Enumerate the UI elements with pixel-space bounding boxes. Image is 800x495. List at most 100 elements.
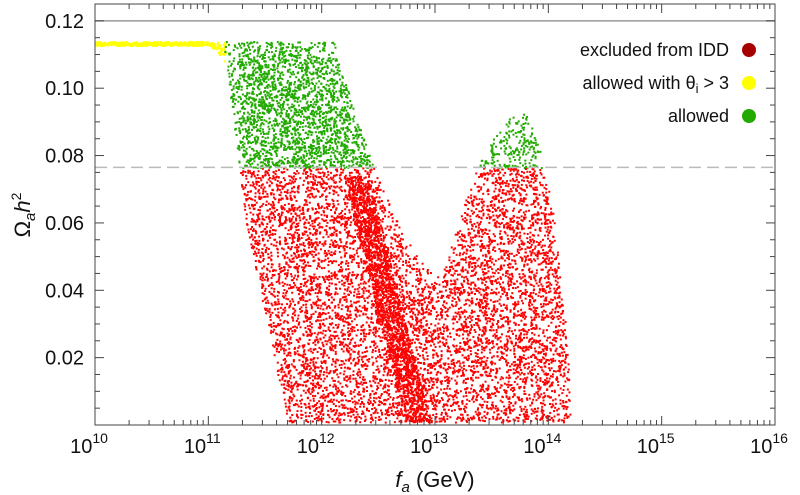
red-point: [524, 288, 527, 291]
red-point: [368, 333, 371, 336]
red-point: [520, 215, 523, 218]
green-point: [239, 141, 242, 144]
red-point: [322, 393, 325, 396]
red-point: [371, 351, 374, 354]
green-point: [289, 161, 292, 164]
red-point: [413, 415, 416, 418]
green-point: [287, 126, 290, 129]
red-point: [257, 170, 260, 173]
green-point: [238, 58, 241, 61]
red-point: [496, 277, 499, 280]
red-point: [289, 226, 292, 229]
red-point: [296, 415, 299, 418]
green-point: [285, 135, 288, 138]
red-point: [304, 265, 307, 268]
green-point: [271, 84, 274, 87]
red-point: [302, 389, 305, 392]
red-point: [473, 292, 476, 295]
red-point: [313, 385, 316, 388]
red-point: [433, 398, 436, 401]
red-point: [550, 211, 553, 214]
red-point: [329, 391, 332, 394]
red-point: [289, 194, 292, 197]
red-point: [355, 169, 358, 172]
red-point: [418, 341, 421, 344]
green-point: [265, 76, 268, 79]
red-point: [550, 283, 553, 286]
red-point: [556, 413, 559, 416]
green-point: [292, 118, 295, 121]
red-point: [302, 334, 305, 337]
red-point: [464, 343, 467, 346]
red-point: [471, 398, 474, 401]
red-point: [500, 196, 503, 199]
green-point: [333, 79, 336, 82]
red-point: [330, 254, 333, 257]
red-point: [508, 403, 511, 406]
red-point: [263, 265, 266, 268]
red-point: [417, 335, 420, 338]
red-point: [333, 181, 336, 184]
yellow-point: [186, 44, 189, 47]
red-point: [362, 271, 365, 274]
red-point: [470, 274, 473, 277]
red-point: [402, 319, 405, 322]
red-point: [517, 344, 520, 347]
red-point: [505, 383, 508, 386]
red-point: [283, 398, 286, 401]
red-point: [507, 380, 510, 383]
red-point: [367, 269, 370, 272]
red-point: [421, 374, 424, 377]
red-point: [436, 371, 439, 374]
red-point: [375, 397, 378, 400]
red-point: [325, 233, 328, 236]
red-point: [405, 245, 408, 248]
red-point: [362, 312, 365, 315]
red-point: [283, 333, 286, 336]
green-point: [277, 161, 280, 164]
red-point: [325, 420, 328, 423]
green-point: [304, 72, 307, 75]
green-point: [285, 126, 288, 129]
red-point: [372, 188, 375, 191]
red-point: [530, 252, 533, 255]
red-point: [397, 402, 400, 405]
red-point: [469, 338, 472, 341]
red-point: [477, 376, 480, 379]
red-point: [537, 394, 540, 397]
red-point: [474, 318, 477, 321]
red-point: [562, 400, 565, 403]
red-point: [305, 372, 308, 375]
red-point: [343, 249, 346, 252]
red-point: [490, 275, 493, 278]
red-point: [477, 407, 480, 410]
red-point: [278, 276, 281, 279]
red-point: [478, 309, 481, 312]
red-point: [547, 234, 550, 237]
red-point: [542, 409, 545, 412]
red-point: [490, 340, 493, 343]
red-point: [458, 261, 461, 264]
red-point: [458, 292, 461, 295]
red-point: [290, 275, 293, 278]
red-point: [547, 303, 550, 306]
red-point: [335, 358, 338, 361]
red-point: [311, 351, 314, 354]
red-point: [466, 420, 469, 423]
red-point: [272, 294, 275, 297]
red-point: [388, 257, 391, 260]
red-point: [442, 343, 445, 346]
red-point: [351, 255, 354, 258]
green-point: [323, 126, 326, 129]
red-point: [374, 401, 377, 404]
red-point: [343, 284, 346, 287]
red-point: [366, 350, 369, 353]
red-point: [359, 221, 362, 224]
red-point: [359, 403, 362, 406]
red-point: [392, 247, 395, 250]
red-point: [506, 338, 509, 341]
green-point: [492, 154, 495, 157]
red-point: [505, 315, 508, 318]
red-point: [447, 357, 450, 360]
red-point: [287, 298, 290, 301]
